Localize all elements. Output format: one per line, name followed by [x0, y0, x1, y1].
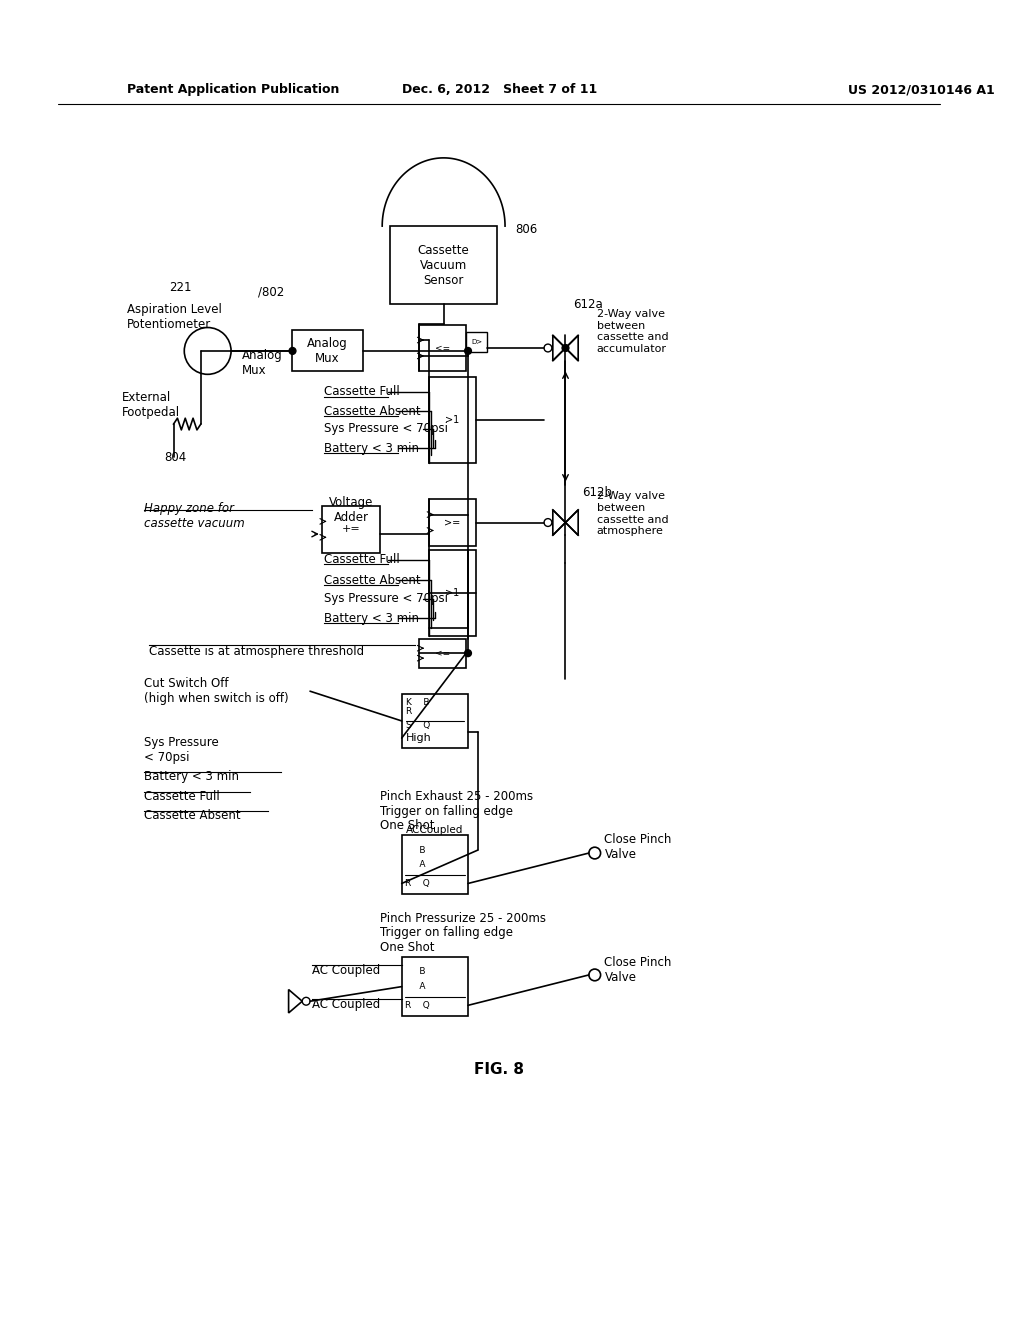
- Text: <=: <=: [435, 343, 451, 352]
- Text: Battery < 3 min: Battery < 3 min: [144, 771, 240, 784]
- Text: K    B: K B: [406, 698, 429, 706]
- Text: Happy zone for
cassette vacuum: Happy zone for cassette vacuum: [144, 502, 245, 529]
- Text: Cassette is at atmosphere threshold: Cassette is at atmosphere threshold: [150, 644, 365, 657]
- Text: Cassette Full: Cassette Full: [144, 789, 220, 803]
- Circle shape: [562, 345, 569, 351]
- Text: AC Coupled: AC Coupled: [312, 964, 380, 977]
- Bar: [429, 550, 476, 636]
- Text: 221: 221: [169, 281, 191, 294]
- Text: Patent Application Publication: Patent Application Publication: [127, 83, 339, 96]
- Text: Pinch Pressurize 25 - 200ms: Pinch Pressurize 25 - 200ms: [380, 912, 546, 925]
- Circle shape: [289, 347, 296, 354]
- Text: 612a: 612a: [573, 297, 603, 310]
- Text: R    Q: R Q: [404, 879, 429, 888]
- Text: R    Q: R Q: [404, 1001, 429, 1010]
- Text: 806: 806: [515, 223, 537, 235]
- Text: Close Pinch
Valve: Close Pinch Valve: [604, 833, 672, 861]
- Text: 612b: 612b: [582, 486, 612, 499]
- Text: A: A: [404, 982, 425, 991]
- Circle shape: [302, 998, 310, 1005]
- Text: Aspiration Level
Potentiometer: Aspiration Level Potentiometer: [127, 302, 221, 331]
- Text: Sys Pressure < 70psi: Sys Pressure < 70psi: [324, 593, 447, 605]
- Bar: [390, 226, 498, 304]
- Circle shape: [544, 345, 552, 352]
- Text: Voltage
Adder: Voltage Adder: [329, 496, 373, 524]
- Text: Trigger on falling edge: Trigger on falling edge: [380, 805, 513, 817]
- Text: Close Pinch
Valve: Close Pinch Valve: [604, 956, 672, 983]
- Bar: [419, 639, 466, 668]
- Text: <=: <=: [435, 648, 451, 657]
- Text: Analog
Mux: Analog Mux: [242, 348, 283, 376]
- Text: Cut Switch Off
(high when switch is off): Cut Switch Off (high when switch is off): [144, 677, 289, 705]
- Text: 2-Way valve
between
cassette and
accumulator: 2-Way valve between cassette and accumul…: [597, 309, 669, 354]
- Text: D>: D>: [471, 339, 482, 345]
- Text: 2-Way valve
between
cassette and
atmosphere: 2-Way valve between cassette and atmosph…: [597, 491, 669, 536]
- Bar: [429, 499, 476, 546]
- Text: B: B: [404, 968, 425, 977]
- Text: Cassette Full: Cassette Full: [324, 385, 399, 399]
- Text: External
Footpedal: External Footpedal: [122, 391, 180, 418]
- Text: B: B: [404, 846, 425, 854]
- Text: R: R: [406, 706, 412, 715]
- Text: Cassette Absent: Cassette Absent: [144, 809, 241, 822]
- Text: >=: >=: [444, 517, 461, 528]
- Text: High: High: [406, 733, 431, 743]
- Circle shape: [465, 649, 471, 656]
- Text: Sys Pressure < 70psi: Sys Pressure < 70psi: [324, 422, 447, 436]
- Text: Battery < 3 min: Battery < 3 min: [324, 611, 419, 624]
- Text: Analog
Mux: Analog Mux: [307, 337, 348, 364]
- Text: Cassette Absent: Cassette Absent: [324, 574, 420, 586]
- Bar: [466, 333, 487, 352]
- Text: AC Coupled: AC Coupled: [312, 998, 380, 1011]
- Text: One Shot: One Shot: [380, 820, 435, 832]
- Bar: [322, 506, 380, 553]
- Text: US 2012/0310146 A1: US 2012/0310146 A1: [848, 83, 995, 96]
- Text: Sys Pressure
< 70psi: Sys Pressure < 70psi: [144, 735, 219, 764]
- Text: >1: >1: [445, 416, 460, 425]
- Bar: [401, 957, 468, 1016]
- Text: +=: +=: [342, 524, 360, 535]
- Bar: [401, 836, 468, 894]
- Text: /802: /802: [258, 286, 285, 298]
- Text: FIG. 8: FIG. 8: [474, 1063, 524, 1077]
- Text: Cassette
Vacuum
Sensor: Cassette Vacuum Sensor: [418, 244, 469, 286]
- Text: One Shot: One Shot: [380, 941, 435, 954]
- Text: Trigger on falling edge: Trigger on falling edge: [380, 927, 513, 940]
- Text: ACCoupled: ACCoupled: [407, 825, 464, 834]
- Circle shape: [465, 347, 471, 354]
- Text: Battery < 3 min: Battery < 3 min: [324, 442, 419, 455]
- Bar: [401, 694, 468, 747]
- Text: A: A: [404, 861, 425, 870]
- Text: 804: 804: [164, 450, 186, 463]
- Bar: [429, 378, 476, 463]
- Circle shape: [544, 519, 552, 527]
- Text: Pinch Exhaust 25 - 200ms: Pinch Exhaust 25 - 200ms: [380, 789, 534, 803]
- Bar: [293, 330, 362, 371]
- Text: >1: >1: [445, 587, 460, 598]
- Text: S    Q: S Q: [406, 721, 430, 730]
- Text: Cassette Full: Cassette Full: [324, 553, 399, 566]
- Text: Dec. 6, 2012   Sheet 7 of 11: Dec. 6, 2012 Sheet 7 of 11: [401, 83, 597, 96]
- Bar: [419, 325, 466, 371]
- Text: Cassette Absent: Cassette Absent: [324, 405, 420, 418]
